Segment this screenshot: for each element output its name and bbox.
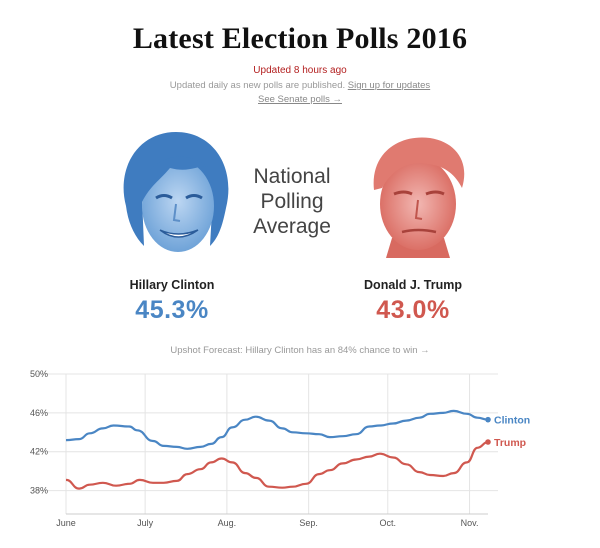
trump-percentage: 43.0% bbox=[376, 296, 450, 324]
center-label-line: Polling bbox=[260, 190, 324, 213]
clinton-hair bbox=[123, 132, 229, 246]
polling-average-chart: 50% 46% 42% 38% June July Aug. Sep. Oct. Nov. Clin… bbox=[30, 369, 530, 528]
clinton-series-label: Clinton bbox=[494, 415, 530, 427]
clinton-series-line bbox=[65, 409, 489, 450]
clinton-smile bbox=[159, 229, 199, 238]
clinton-fringe bbox=[140, 156, 210, 202]
x-tick-label: Nov. bbox=[461, 518, 479, 528]
update-note: Updated daily as new polls are published… bbox=[0, 80, 600, 91]
page-title: Latest Election Polls 2016 bbox=[132, 22, 468, 55]
y-tick-label: 46% bbox=[30, 408, 48, 418]
y-tick-label: 38% bbox=[30, 486, 48, 496]
x-tick-label: Sep. bbox=[299, 518, 318, 528]
y-tick-label: 42% bbox=[30, 447, 48, 457]
trump-hair bbox=[373, 137, 465, 190]
trump-mouth bbox=[401, 228, 437, 234]
clinton-endpoint bbox=[485, 416, 491, 423]
senate-polls-link[interactable]: See Senate polls → bbox=[258, 94, 342, 105]
y-tick-label: 50% bbox=[30, 369, 48, 379]
x-tick-label: Aug. bbox=[218, 518, 237, 528]
trump-endpoint bbox=[485, 439, 491, 445]
update-note-text: Updated daily as new polls are published… bbox=[169, 80, 346, 91]
upshot-forecast-link[interactable]: Upshot Forecast: Hillary Clinton has an … bbox=[170, 345, 430, 356]
x-tick-label: Oct. bbox=[380, 518, 397, 528]
trump-series-line bbox=[65, 440, 489, 490]
trump-portrait bbox=[373, 137, 465, 258]
center-label-line: National bbox=[253, 165, 331, 188]
national-polling-average-label: National Polling Average bbox=[222, 164, 362, 239]
clinton-name: Hillary Clinton bbox=[129, 278, 215, 292]
clinton-portrait bbox=[123, 132, 229, 252]
signup-link[interactable]: Sign up for updates bbox=[347, 80, 431, 91]
trump-name: Donald J. Trump bbox=[364, 278, 462, 292]
x-tick-label: June bbox=[56, 518, 76, 528]
updated-time: Updated 8 hours ago bbox=[253, 65, 347, 76]
x-tick-label: July bbox=[137, 518, 154, 528]
center-label-line: Average bbox=[253, 215, 331, 238]
clinton-percentage: 45.3% bbox=[135, 296, 209, 324]
trump-series-label: Trump bbox=[494, 437, 526, 449]
clinton-face bbox=[142, 160, 214, 252]
